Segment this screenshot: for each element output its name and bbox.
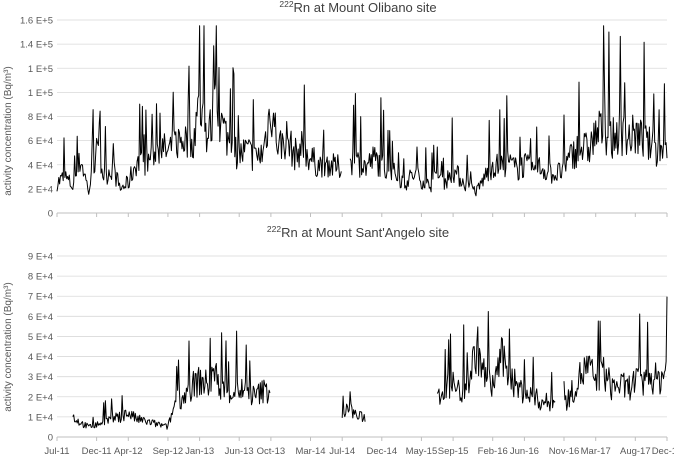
olibano-y-ticks: 0 2 E+4 4 E+4 6 E+4 8 E+4 1 E+5 1 E+5 1.4 E+5 1.… xyxy=(20,16,53,220)
x-tick-label: Sep-15 xyxy=(438,446,469,457)
santangelo-y-tick-label: 8 E+4 xyxy=(28,272,53,283)
olibano-y-tick-label: 1.6 E+5 xyxy=(20,16,53,27)
santangelo-y-tick-label: 4 E+4 xyxy=(28,352,53,363)
santangelo-chart: 222Rn at Mount Sant'Angelo site activity… xyxy=(3,224,674,457)
x-tick-label: Dec-11 xyxy=(82,446,112,457)
olibano-series-line xyxy=(56,25,668,197)
x-tick-label: Sep-12 xyxy=(153,446,184,457)
x-tick-label: Jan-13 xyxy=(185,446,214,457)
santangelo-y-tick-label: 3 E+4 xyxy=(28,372,53,383)
x-tick-label: Nov-16 xyxy=(549,446,580,457)
santangelo-chart-title: 222Rn at Mount Sant'Angelo site xyxy=(267,224,449,240)
santangelo-y-tick-label: 6 E+4 xyxy=(28,312,53,323)
olibano-x-tick-marks xyxy=(56,213,668,217)
x-tick-label: Jul-11 xyxy=(44,446,69,457)
x-tick-label: Jul-14 xyxy=(329,446,355,457)
x-tick-label: Mar-14 xyxy=(295,446,325,457)
olibano-y-tick-label: 8 E+4 xyxy=(28,112,53,123)
olibano-y-tick-label: 1 E+5 xyxy=(28,88,53,99)
santangelo-y-tick-label: 1 E+4 xyxy=(28,412,53,423)
santangelo-y-tick-label: 9 E+4 xyxy=(28,252,53,263)
santangelo-series-line xyxy=(72,296,668,430)
olibano-y-tick-label: 2 E+4 xyxy=(28,184,53,195)
olibano-chart-title: 222Rn at Mount Olibano site xyxy=(279,0,436,15)
olibano-y-tick-label: 4 E+4 xyxy=(28,160,53,171)
olibano-y-axis-label: activity concentration (Bq/m³) xyxy=(3,66,14,196)
x-tick-label: Aug-17 xyxy=(620,446,651,457)
olibano-y-tick-label: 1 E+5 xyxy=(28,64,53,75)
x-tick-label: Feb-16 xyxy=(478,446,508,457)
x-tick-label: Dec-14 xyxy=(366,446,397,457)
santangelo-x-tick-marks xyxy=(56,437,668,441)
olibano-chart: 222Rn at Mount Olibano site activity con… xyxy=(3,0,668,220)
x-tick-label: Jun-16 xyxy=(510,446,539,457)
x-tick-label: Jun-13 xyxy=(225,446,254,457)
santangelo-y-tick-label: 2 E+4 xyxy=(28,392,53,403)
santangelo-y-ticks: 0 1 E+4 2 E+4 3 E+4 4 E+4 5 E+4 6 E+4 7 E+4 8 E+… xyxy=(28,252,53,444)
shared-x-tick-labels: Jul-11 Dec-11 Apr-12 Sep-12 Jan-13 Jun-13 Oct-… xyxy=(44,446,674,457)
santangelo-y-axis-label: activity concentration (Bq/m³) xyxy=(3,282,14,412)
x-tick-label: Mar-17 xyxy=(581,446,611,457)
x-tick-label: Oct-13 xyxy=(257,446,286,457)
olibano-y-tick-label: 0 xyxy=(48,209,53,220)
olibano-y-tick-label: 1.4 E+5 xyxy=(20,40,53,51)
santangelo-y-tick-label: 0 xyxy=(48,433,53,444)
olibano-y-tick-label: 6 E+4 xyxy=(28,136,53,147)
santangelo-y-tick-label: 5 E+4 xyxy=(28,332,53,343)
x-tick-label: Dec-17 xyxy=(652,446,674,457)
santangelo-y-tick-label: 7 E+4 xyxy=(28,292,53,303)
olibano-grid xyxy=(57,19,667,190)
x-tick-label: Apr-12 xyxy=(114,446,143,457)
x-tick-label: May-15 xyxy=(406,446,438,457)
